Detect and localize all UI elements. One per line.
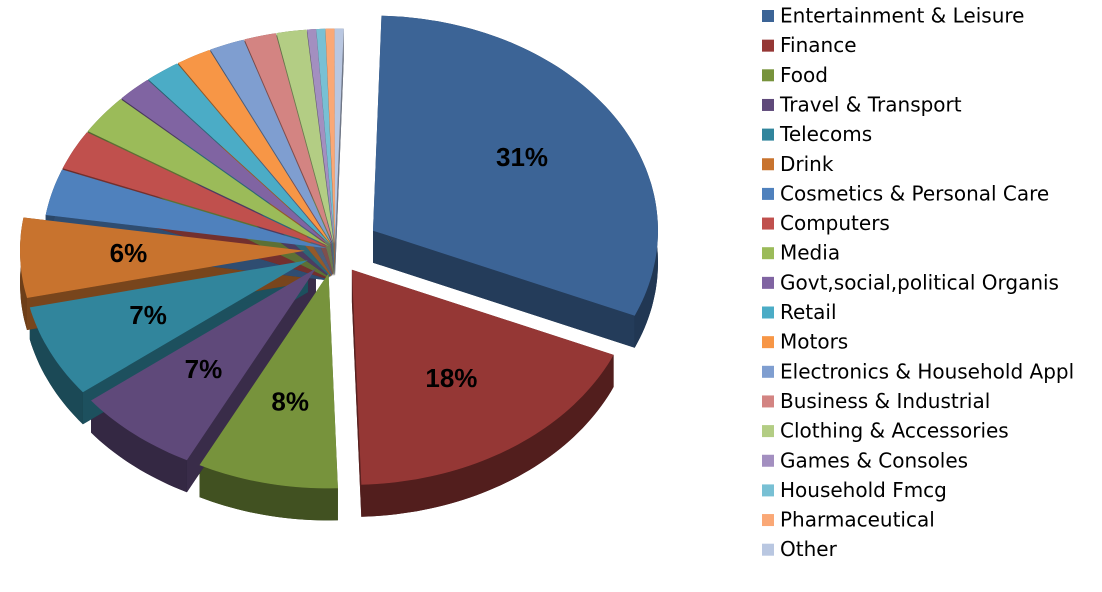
slice-side (351, 269, 362, 517)
slice (325, 28, 335, 244)
legend-label: Computers (780, 211, 890, 235)
data-label: 18% (425, 363, 477, 393)
slice (276, 29, 334, 244)
slice (20, 217, 305, 298)
slice (91, 268, 316, 461)
legend-label: Finance (780, 33, 857, 57)
legend-swatch (762, 187, 774, 200)
data-label: 8% (271, 386, 309, 416)
legend-swatch (762, 336, 774, 349)
legend-swatch (762, 247, 774, 260)
legend-swatch (762, 69, 774, 82)
legend-swatch (762, 425, 774, 438)
legend-label: Food (780, 63, 828, 87)
slice (121, 79, 330, 246)
legend-swatch (762, 39, 774, 52)
slice (244, 33, 333, 244)
legend-swatch (762, 365, 774, 378)
legend-label: Travel & Transport (779, 92, 962, 116)
slice (45, 169, 328, 249)
slice (373, 15, 658, 316)
legend-swatch (762, 276, 774, 289)
legend-label: Clothing & Accessories (780, 419, 1009, 443)
legend-label: Electronics & Household Appl (780, 359, 1074, 383)
slice (210, 39, 332, 245)
legend-swatch (762, 514, 774, 527)
legend-label: Cosmetics & Personal Care (780, 181, 1049, 205)
slice (29, 260, 308, 393)
data-label: 7% (185, 354, 223, 384)
legend-swatch (762, 128, 774, 141)
legend-swatch (762, 484, 774, 497)
slice-side (361, 354, 614, 517)
legend-label: Pharmaceutical (780, 508, 935, 532)
legend-label: Retail (780, 300, 837, 324)
legend-label: Business & Industrial (780, 389, 990, 413)
slice (148, 63, 331, 245)
slice-side (29, 307, 83, 425)
legend-swatch (762, 454, 774, 467)
legend-label: Govt,social,political Organis (780, 270, 1059, 294)
legend-swatch (762, 543, 774, 556)
slice (62, 132, 328, 248)
slice (334, 28, 344, 244)
slice (307, 29, 335, 244)
legend-label: Entertainment & Leisure (780, 4, 1024, 28)
legend-swatch (762, 217, 774, 230)
slice (178, 50, 332, 245)
legend-label: Motors (780, 330, 848, 354)
legend-label: Drink (780, 152, 834, 176)
legend-swatch (762, 10, 774, 22)
legend-label: Media (780, 241, 840, 265)
legend-swatch (762, 98, 774, 111)
legend-swatch (762, 306, 774, 319)
legend-label: Games & Consoles (780, 448, 968, 472)
legend-label: Telecoms (779, 122, 872, 146)
legend-swatch (762, 158, 774, 171)
legend-label: Other (780, 537, 838, 561)
slice-side (199, 465, 338, 521)
legend-label: Household Fmcg (780, 478, 947, 502)
data-label: 7% (129, 300, 167, 330)
slice-side (373, 230, 635, 348)
slice (199, 273, 338, 489)
legend-swatch (762, 395, 774, 408)
slice (316, 28, 335, 244)
slice (87, 99, 329, 247)
slice (351, 269, 614, 485)
data-label: 6% (110, 238, 148, 268)
slice-side (91, 400, 187, 493)
data-label: 31% (496, 142, 548, 172)
slice-side (335, 28, 344, 276)
